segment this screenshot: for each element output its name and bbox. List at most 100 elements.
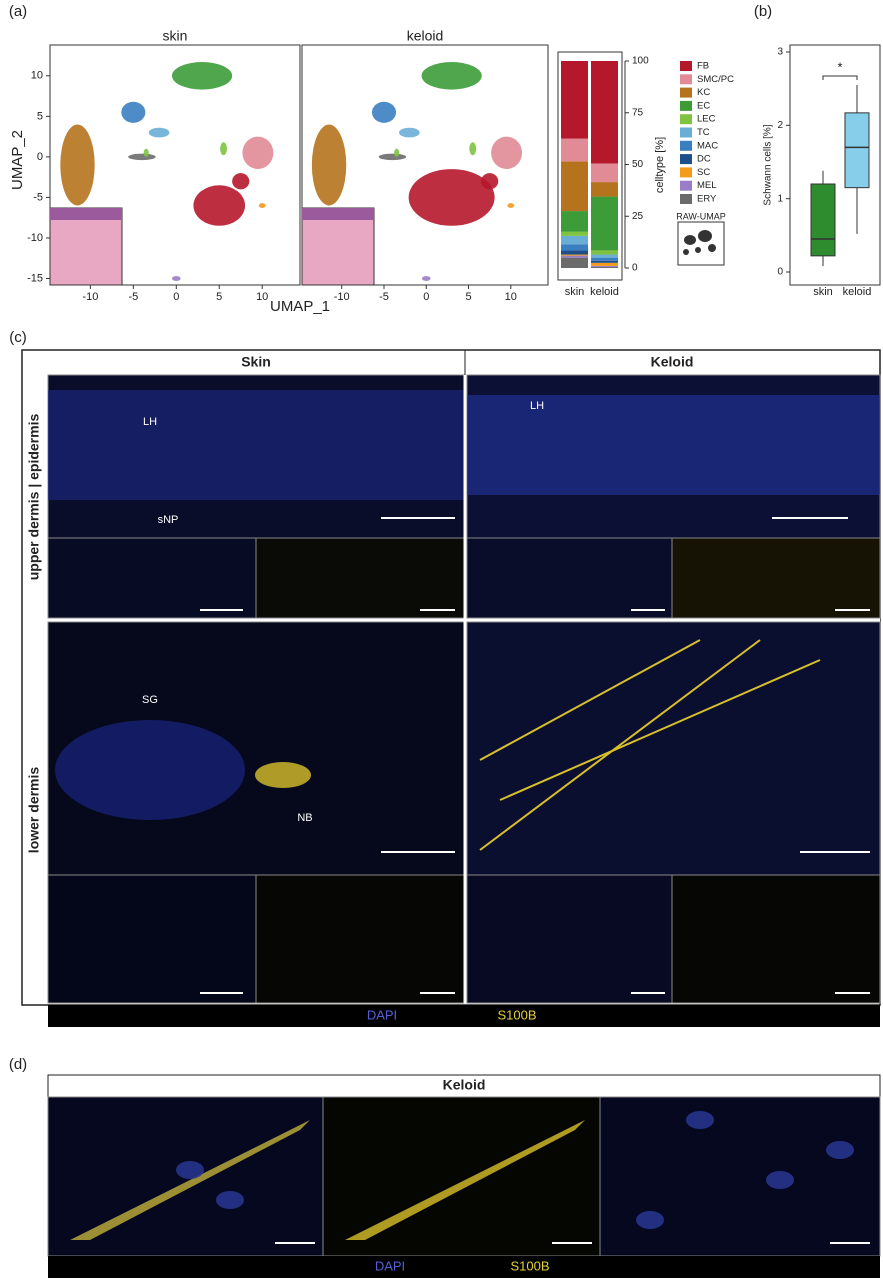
panel-label: (c): [9, 329, 27, 346]
y-tick-label: 0: [37, 151, 43, 163]
panel-title: Keloid: [443, 1077, 486, 1093]
cluster: [311, 124, 347, 206]
he-inset: [49, 207, 123, 286]
x-tick-label: -5: [379, 291, 389, 303]
box: [810, 183, 836, 257]
legend-swatch: [680, 114, 692, 125]
legend-label: MEL: [697, 180, 717, 191]
y-tick-label: 5: [37, 110, 43, 122]
y-tick-label: 75: [632, 107, 644, 118]
y-tick-label: -5: [33, 191, 43, 203]
row-header: lower dermis: [26, 767, 42, 854]
y-tick-label: 25: [632, 211, 644, 222]
legend-label: MAC: [697, 140, 718, 151]
cluster: [378, 153, 407, 161]
y-tick-label: 100: [632, 56, 649, 67]
cluster: [121, 101, 146, 123]
x-tick-label: keloid: [590, 286, 619, 298]
gland: [55, 720, 245, 820]
channel-bar: [48, 1256, 880, 1278]
cluster: [491, 136, 523, 170]
channel-label: S100B: [510, 1258, 549, 1273]
nucleus: [216, 1191, 244, 1209]
channel-bar: [48, 1005, 880, 1027]
nucleus: [826, 1141, 854, 1159]
cluster: [242, 136, 274, 170]
raw-cluster: [698, 230, 712, 242]
micrograph: [599, 1096, 881, 1257]
cell-s100b: [345, 1120, 585, 1240]
channel-label: S100B: [497, 1007, 536, 1022]
legend-label: EC: [697, 100, 710, 111]
y-tick-label: 3: [777, 47, 783, 58]
bar-frame: [557, 51, 623, 281]
cluster: [232, 173, 250, 190]
he-epidermis: [50, 208, 122, 220]
y-tick-label: 1: [777, 193, 783, 204]
y-tick-label: 10: [31, 70, 43, 82]
raw-cluster: [684, 235, 696, 245]
column-header: Keloid: [651, 354, 694, 370]
epidermis-band: [467, 395, 880, 495]
bar-segment: [561, 61, 588, 139]
nerve-fiber: [479, 639, 761, 851]
y-tick-label: 50: [632, 159, 644, 170]
micrograph: [47, 537, 257, 619]
panel-label: (a): [9, 3, 27, 20]
x-tick-label: 5: [216, 291, 222, 303]
inset-label: RAW-UMAP: [676, 211, 726, 221]
y-tick-label: -15: [27, 272, 43, 284]
y-axis-label: UMAP_2: [9, 130, 26, 190]
x-tick-label: -10: [334, 291, 350, 303]
raw-cluster: [708, 244, 716, 252]
bar-segment: [561, 138, 588, 162]
micrograph: [466, 537, 673, 619]
he-epidermis: [302, 208, 374, 220]
legend-label: TC: [697, 127, 710, 138]
micrograph: [47, 874, 257, 1004]
y-axis-label: celltype [%]: [654, 137, 666, 193]
bar-segment: [591, 250, 618, 255]
annotation: sNP: [158, 514, 179, 526]
x-tick-label: -5: [128, 291, 138, 303]
bar-segment: [561, 255, 588, 258]
box: [844, 112, 870, 189]
micrograph: [671, 874, 881, 1004]
cluster: [408, 169, 495, 226]
legend-label: DC: [697, 154, 711, 165]
cluster: [481, 173, 499, 190]
nucleus: [766, 1171, 794, 1189]
legend-label: ERY: [697, 194, 717, 205]
cluster: [220, 142, 227, 156]
x-tick-label: 0: [173, 291, 179, 303]
bar-segment: [591, 257, 618, 261]
bar-segment: [591, 196, 618, 251]
cluster: [171, 276, 181, 281]
y-tick-label: -10: [27, 232, 43, 244]
plot-title: skin: [163, 28, 188, 44]
legend-swatch: [680, 194, 692, 204]
cluster: [128, 153, 156, 161]
cluster: [394, 148, 400, 157]
x-axis-label: UMAP_1: [270, 298, 330, 315]
bar-segment: [561, 211, 588, 232]
y-tick-label: 2: [777, 120, 783, 131]
raw-cluster: [683, 249, 689, 255]
nerve-fiber: [499, 659, 821, 801]
y-tick-label: 0: [632, 263, 638, 274]
panel-label: (d): [9, 1056, 27, 1073]
legend-label: FB: [697, 61, 709, 72]
x-tick-label: 10: [256, 291, 268, 303]
cluster: [258, 203, 266, 208]
legend-label: SMC/PC: [697, 74, 734, 85]
nerve-bundle: [255, 762, 311, 788]
annotation: LH: [143, 416, 157, 428]
nucleus: [636, 1211, 664, 1229]
annotation: SG: [142, 694, 158, 706]
bar-segment: [591, 254, 618, 258]
legend-swatch: [680, 61, 692, 71]
legend-swatch: [680, 167, 692, 178]
cluster: [507, 203, 515, 208]
epidermis-band: [48, 390, 464, 500]
bar-segment: [561, 244, 588, 251]
